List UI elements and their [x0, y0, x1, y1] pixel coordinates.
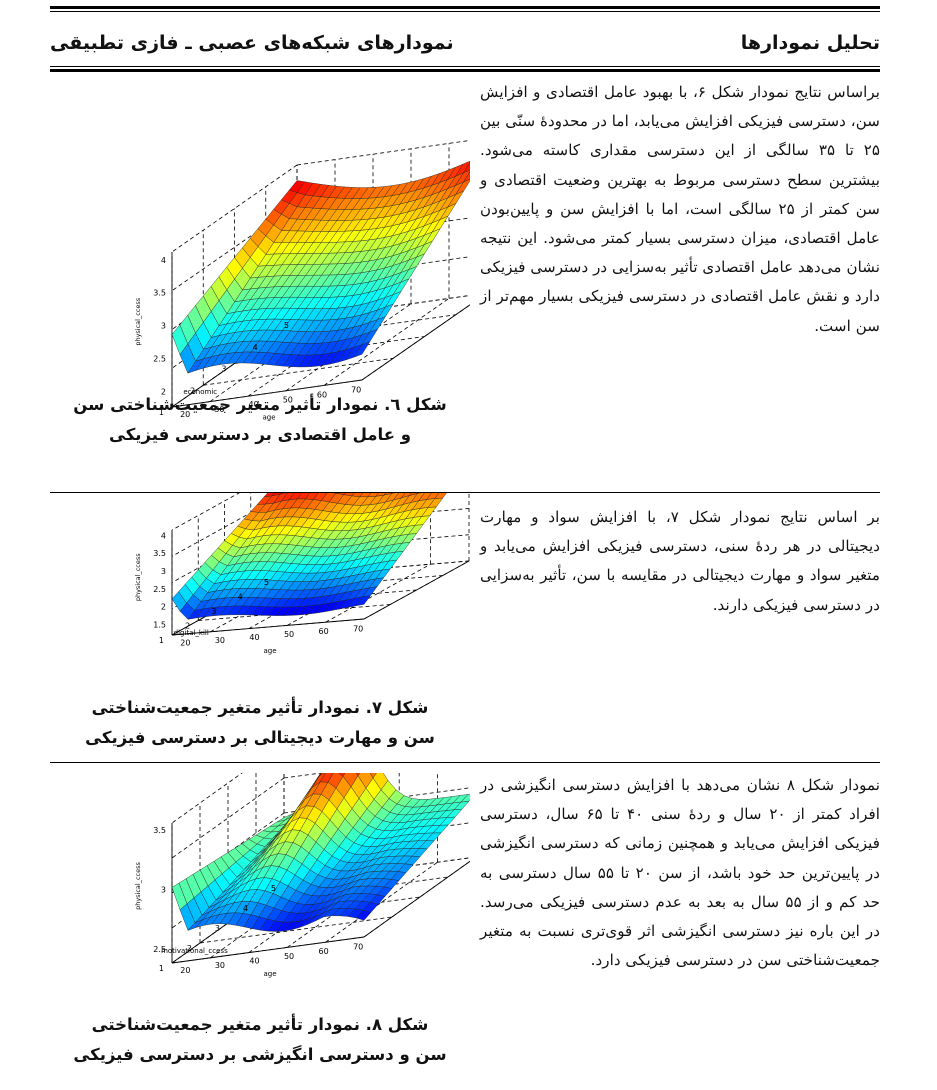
- figure-caption-line-1: شکل ۸. نمودار تأثیر متغیر جمعیت‌شناختی: [91, 1015, 429, 1034]
- y-tick-label: 40: [249, 400, 259, 409]
- x-axis-label: digital_kill: [174, 629, 209, 637]
- y-tick-label: 50: [283, 395, 293, 404]
- figure-caption-line-1: شکل ٦. نمودار تأثیر متغیر جمعیت‌شناختی س…: [73, 395, 447, 414]
- y-tick-label: 40: [249, 957, 259, 966]
- section-figure-7: بر اساس نتایج نمودار شکل ۷، با افزایش سو…: [50, 493, 880, 761]
- x-tick-label: 4: [253, 343, 258, 352]
- z-tick-label: 2.5: [153, 355, 166, 364]
- y-tick-label: 70: [351, 386, 361, 395]
- y-axis-label: age: [263, 647, 276, 655]
- running-header: تحلیل نمودارها نمودارهای شبکه‌های عصبی ـ…: [50, 24, 880, 64]
- y-tick-label: 60: [319, 947, 329, 956]
- figure-caption: شکل ۷. نمودار تأثیر متغیر جمعیت‌شناختی س…: [50, 693, 470, 753]
- y-tick-label: 60: [317, 390, 327, 399]
- y-tick-label: 30: [215, 636, 225, 645]
- y-axis-label: age: [262, 414, 275, 422]
- z-axis-label: physical_ccess: [134, 553, 142, 601]
- x-axis-label: economic: [183, 388, 217, 396]
- section-paragraph: براساس نتایج نمودار شکل ۶، با بهبود عامل…: [480, 83, 881, 335]
- y-tick-label: 50: [284, 630, 294, 639]
- surface-plot-figure-7: 4 3.5 3 2.5 2 1.5 5 4 3 2 1 20 30 40 50 60 70 physical_cc…: [134, 493, 470, 655]
- x-tick-label: 4: [238, 593, 243, 602]
- figure-caption-line-1: شکل ۷. نمودار تأثیر متغیر جمعیت‌شناختی: [91, 698, 429, 717]
- y-tick-label: 40: [249, 633, 259, 642]
- y-tick-label: 70: [353, 943, 363, 952]
- surface-mesh: [171, 493, 447, 620]
- z-tick-label: 1.5: [153, 621, 166, 630]
- y-tick-label: 20: [180, 966, 190, 975]
- z-tick-label: 3: [161, 886, 166, 895]
- y-tick-label: 30: [215, 961, 225, 970]
- z-axis-label: physical_ccess: [134, 297, 142, 345]
- x-tick-label: 1: [159, 408, 164, 417]
- z-tick-label: 4: [161, 256, 166, 265]
- running-header-right: تحلیل نمودارها: [740, 32, 880, 54]
- x-tick-label: 3: [211, 607, 216, 616]
- y-tick-label: 50: [284, 952, 294, 961]
- header-top-rule-thin: [50, 11, 880, 12]
- figure-caption-line-2: سن و مهارت دیجیتالی بر دسترسی فیزیکی: [85, 728, 435, 747]
- surface-plot-figure-8: 3.5 3 2.5 5 4 3 2 1 20 30 40 50 60 70 physical_ccessmo…: [134, 773, 470, 978]
- x-tick-label: 5: [264, 578, 269, 587]
- z-tick-label: 3.5: [153, 549, 166, 558]
- y-tick-label: 30: [214, 405, 224, 414]
- z-tick-label: 3.5: [153, 289, 166, 298]
- y-tick-label: 20: [180, 639, 190, 648]
- z-tick-label: 2.5: [153, 945, 166, 954]
- x-tick-label: 5: [284, 321, 289, 330]
- y-tick-label: 60: [319, 627, 329, 636]
- axis-ticks: 4 3.5 3 2.5 2 5 4 3 2 1 20 30 40 50 60 70: [153, 256, 361, 419]
- axis-ticks: 4 3.5 3 2.5 2 1.5 5 4 3 2 1 20 30 40 50 60 70: [153, 531, 363, 647]
- section-paragraph: بر اساس نتایج نمودار شکل ۷، با افزایش سو…: [480, 508, 880, 614]
- z-tick-label: 2: [161, 388, 166, 397]
- x-tick-label: 1: [159, 636, 164, 645]
- z-axis-label: physical_ccess: [134, 861, 142, 909]
- axis-ticks: 3.5 3 2.5 5 4 3 2 1 20 30 40 50 60 70: [153, 826, 363, 975]
- x-tick-label: 3: [221, 365, 226, 374]
- surface-mesh: [171, 160, 470, 374]
- x-tick-label: 5: [271, 884, 276, 893]
- x-axis-label: motivational_ccess: [161, 947, 228, 955]
- y-tick-label: 70: [353, 624, 363, 633]
- z-tick-label: 4: [161, 531, 166, 540]
- section-divider: [50, 762, 880, 763]
- figure-caption-line-2: و عامل اقتصادی بر دسترسی فیزیکی: [109, 425, 411, 444]
- x-tick-label: 2: [190, 386, 195, 395]
- figure-caption: شکل ۸. نمودار تأثیر متغیر جمعیت‌شناختی س…: [50, 1010, 470, 1070]
- section-paragraph: نمودار شکل ۸ نشان می‌دهد با افزایش دسترس…: [480, 776, 881, 970]
- z-tick-label: 3: [161, 322, 166, 331]
- z-tick-label: 3: [161, 567, 166, 576]
- section-figure-8: نمودار شکل ۸ نشان می‌دهد با افزایش دسترس…: [50, 763, 880, 1090]
- surface-mesh: [171, 773, 470, 932]
- x-tick-label: 2: [187, 944, 192, 953]
- section-figure-6: براساس نتایج نمودار شکل ۶، با بهبود عامل…: [50, 72, 880, 492]
- x-tick-label: 3: [215, 924, 220, 933]
- y-tick-label: 20: [180, 410, 190, 419]
- z-tick-label: 2: [161, 603, 166, 612]
- figure-caption: شکل ٦. نمودار تأثیر متغیر جمعیت‌شناختی س…: [50, 390, 470, 450]
- header-bottom-rule-thick: [50, 69, 880, 72]
- section-divider: [50, 492, 880, 493]
- y-axis-label: age: [263, 970, 276, 978]
- z-tick-label: 2.5: [153, 585, 166, 594]
- running-header-left: نمودارهای شبکه‌های عصبی ـ فازی تطبیقی: [50, 32, 454, 54]
- z-tick-label: 3.5: [153, 826, 166, 835]
- figure-caption-line-2: سن و دسترسی انگیزشی بر دسترسی فیزیکی: [73, 1045, 447, 1064]
- header-top-rule: [50, 6, 880, 9]
- header-bottom-rule: [50, 66, 880, 67]
- x-tick-label: 2: [185, 622, 190, 631]
- surface-plot-figure-6: 4 3.5 3 2.5 2 5 4 3 2 1 20 30 40 50 60 70 physical_ccess…: [134, 140, 470, 422]
- x-tick-label: 4: [243, 904, 248, 913]
- x-tick-label: 1: [159, 964, 164, 973]
